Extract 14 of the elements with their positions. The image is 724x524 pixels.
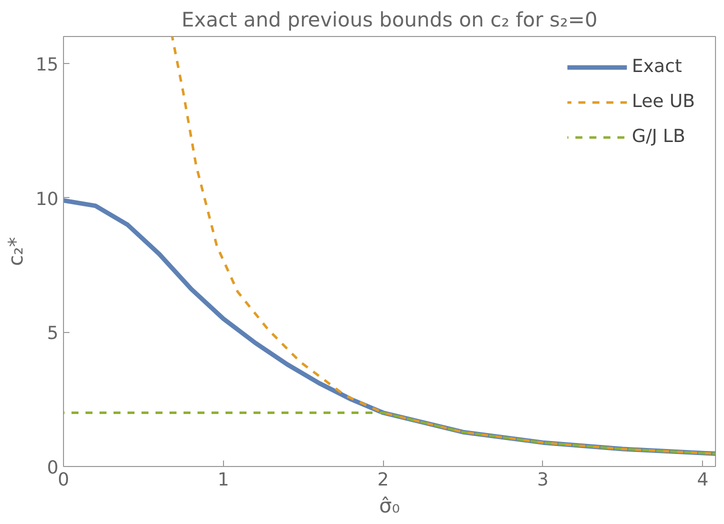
y-tick-label: 10 — [36, 188, 58, 210]
legend-label: Exact — [632, 56, 682, 77]
x-axis-title: σ̂₀ — [379, 494, 400, 518]
legend-label: G/J LB — [632, 126, 686, 147]
y-axis-title: c₂* — [4, 236, 28, 266]
legend-label: Lee UB — [632, 91, 695, 112]
x-tick-label: 1 — [218, 470, 230, 490]
line-series — [64, 412, 716, 455]
x-tick-label: 2 — [377, 470, 389, 490]
x-tick-label: 4 — [696, 470, 708, 490]
y-tick-label: 5 — [47, 323, 58, 344]
x-tick-label: 3 — [537, 470, 549, 490]
chart-title: Exact and previous bounds on c₂ for s₂=0 — [182, 8, 598, 32]
y-tick-label: 15 — [36, 54, 58, 76]
